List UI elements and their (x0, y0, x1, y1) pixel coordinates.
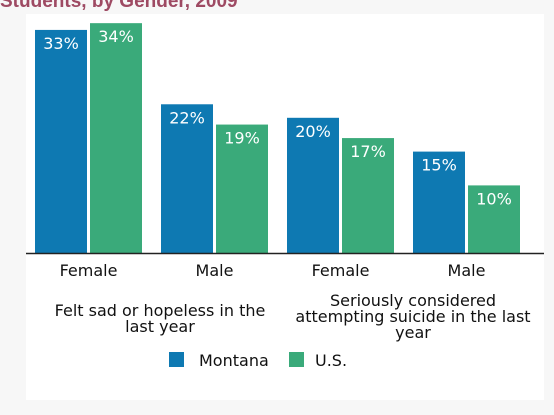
value-label-us-3: 10% (476, 189, 512, 208)
category-label-0: Female (60, 261, 118, 280)
group-label-1-line-2: year (395, 323, 431, 342)
value-label-montana-0: 33% (43, 34, 79, 53)
value-label-us-1: 19% (224, 129, 260, 148)
bar-us-2 (342, 138, 394, 253)
bar-montana-2 (287, 117, 339, 253)
bar-us-0 (90, 23, 142, 253)
chart-title: Students, by Gender, 2009 (0, 0, 238, 12)
value-labels-layer: 33% 22% 20% 15% 34% 19% 17% 10% (43, 27, 512, 208)
category-label-3: Male (448, 261, 486, 280)
group-label-1-line-1: attempting suicide in the last (295, 307, 530, 326)
bar-montana-3 (413, 151, 465, 253)
value-label-us-2: 17% (350, 142, 386, 161)
bar-us-1 (216, 124, 268, 253)
group-label-0-line-0: Felt sad or hopeless in the (55, 301, 266, 320)
legend: Montana U.S. (169, 351, 347, 370)
bar-montana-1 (161, 104, 213, 253)
group-label-1-line-0: Seriously considered (330, 291, 496, 310)
value-label-montana-2: 20% (295, 122, 331, 141)
bar-us-3 (468, 185, 520, 253)
category-label-1: Male (196, 261, 234, 280)
value-label-montana-1: 22% (169, 108, 205, 127)
legend-label-montana: Montana (199, 351, 269, 370)
bar-montana-0 (35, 29, 87, 254)
legend-swatch-us (289, 352, 304, 367)
value-label-montana-3: 15% (421, 156, 457, 175)
value-label-us-0: 34% (98, 27, 134, 46)
legend-label-us: U.S. (315, 351, 347, 370)
category-labels-layer: Female Male Female Male (60, 261, 486, 280)
bars-layer (35, 23, 520, 254)
group-label-0-line-1: last year (125, 317, 195, 336)
category-label-2: Female (312, 261, 370, 280)
legend-swatch-montana (169, 352, 184, 367)
